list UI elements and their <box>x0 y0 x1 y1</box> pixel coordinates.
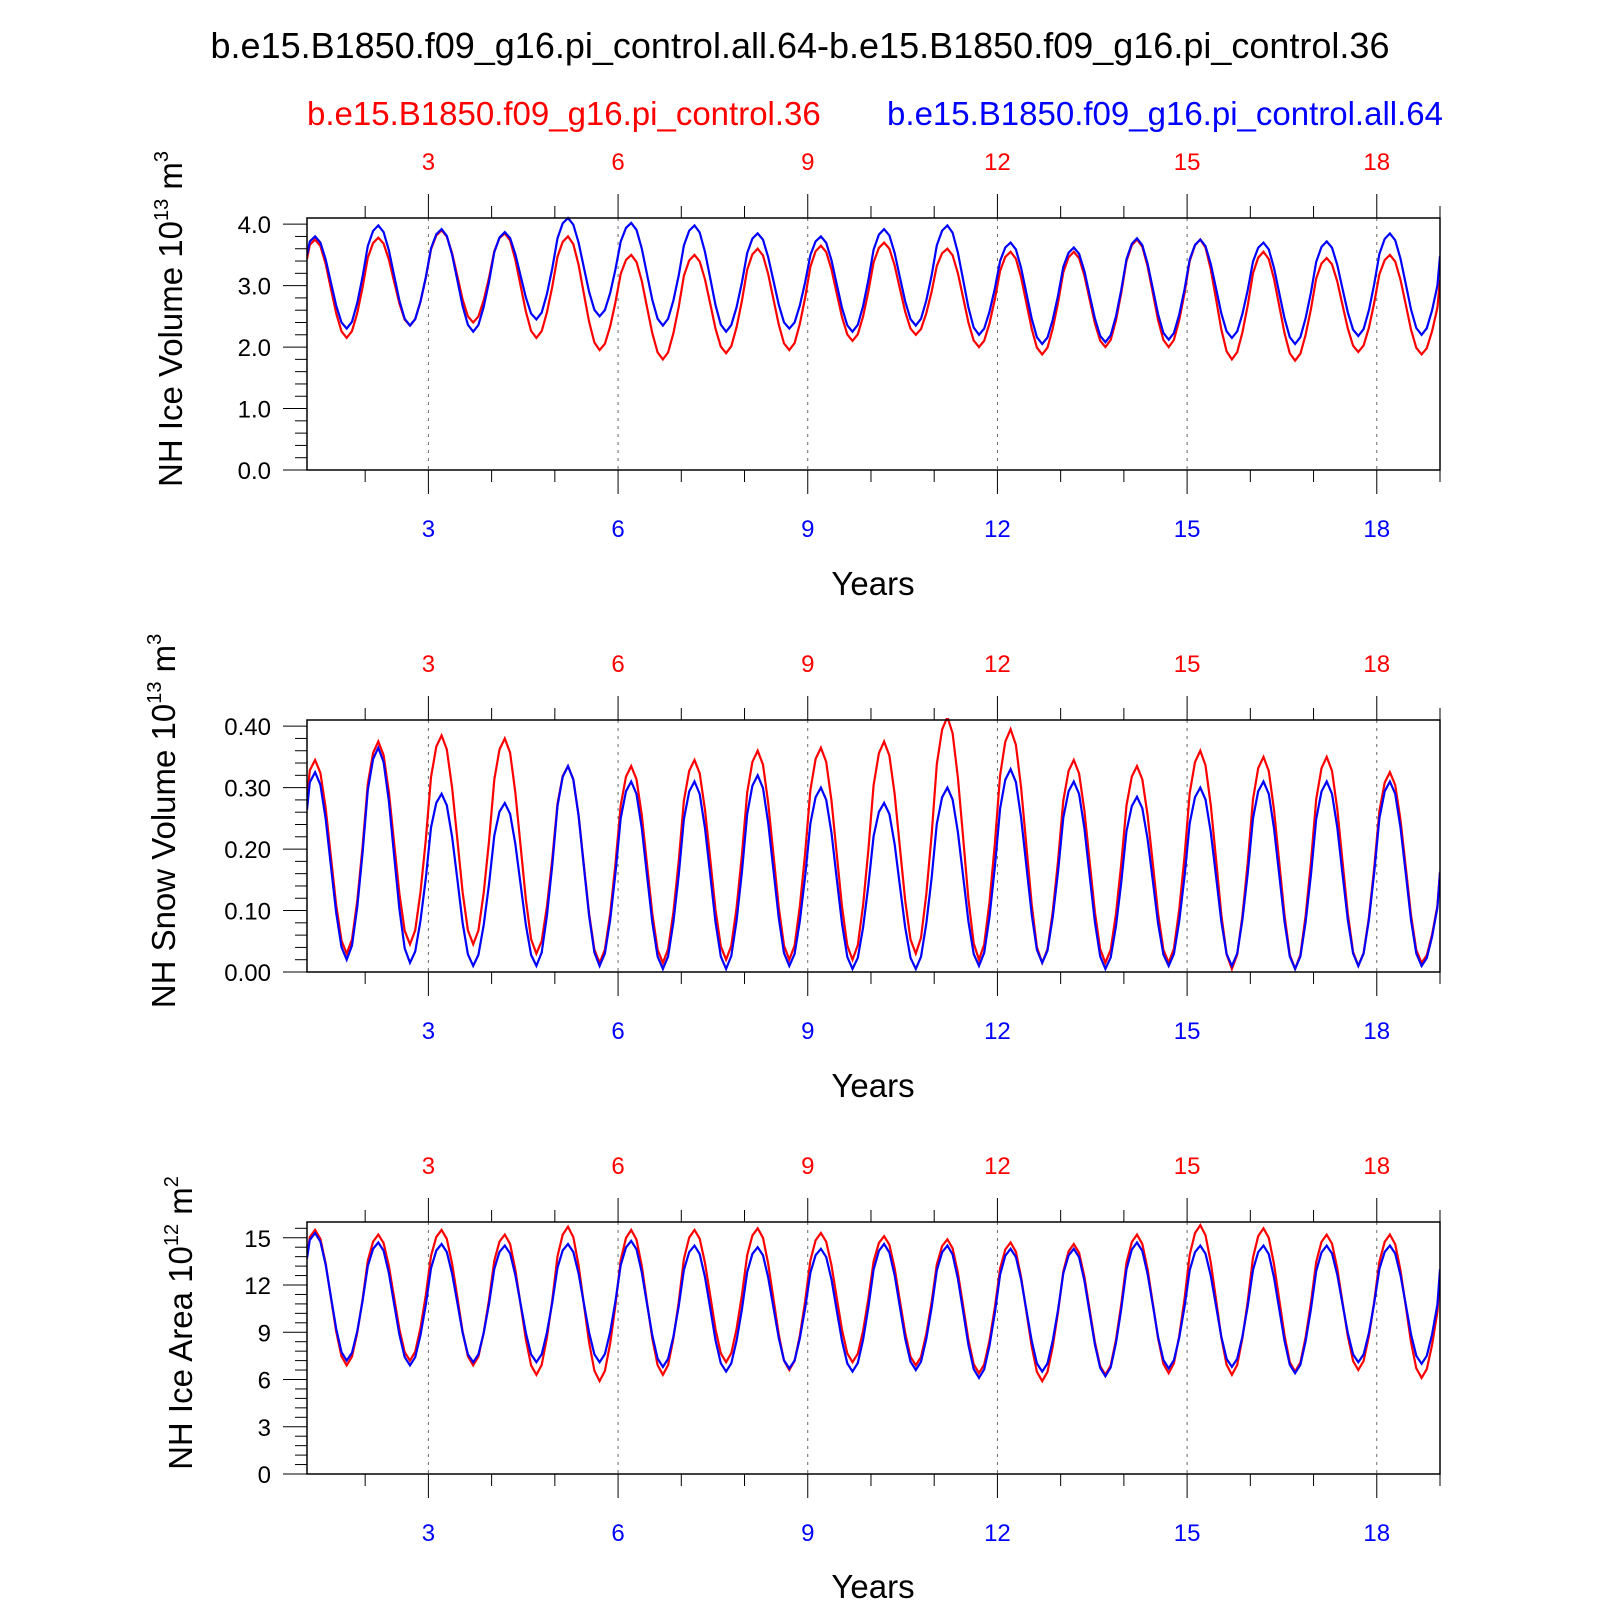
x-top-tick-label: 15 <box>1174 149 1201 176</box>
panel-ice-volume: 0.0 1.0 2.0 3.0 4.0 3 3 6 6 9 9 12 12 15 15 18 18 Years NH… <box>151 149 1441 602</box>
y-axis-title-unit: m <box>145 645 182 682</box>
y-axis-title-main: NH Ice Area 10 <box>162 1246 199 1470</box>
x-bottom-tick-label: 3 <box>422 1018 435 1045</box>
x-bottom-tick-label: 18 <box>1363 516 1390 543</box>
y-tick-label: 3.0 <box>238 274 271 301</box>
x-bottom-tick-label: 12 <box>984 1018 1011 1045</box>
x-top-tick-label: 6 <box>611 651 624 678</box>
y-axis-title: NH Ice Area 1012 m2 <box>161 1176 199 1470</box>
y-axis-title-unit-exponent: 3 <box>144 634 166 645</box>
x-top-tick-label: 18 <box>1363 149 1390 176</box>
x-axis-title: Years <box>831 1568 914 1600</box>
plot-frame <box>306 1221 1441 1475</box>
x-top-tick-label: 18 <box>1363 651 1390 678</box>
y-tick-label: 0.00 <box>224 960 271 987</box>
legend-label-red: b.e15.B1850.f09_g16.pi_control.36 <box>307 95 821 132</box>
series-line-red <box>307 1223 1440 1384</box>
y-axis-title-unit-exponent: 3 <box>151 151 173 162</box>
x-top-tick-label: 9 <box>801 1153 814 1180</box>
x-top-tick-label: 12 <box>984 651 1011 678</box>
y-axis-title-main: NH Ice Volume 10 <box>152 221 189 487</box>
plot-frame <box>306 719 1441 973</box>
x-bottom-tick-label: 15 <box>1174 516 1201 543</box>
x-bottom-tick-label: 15 <box>1174 1520 1201 1547</box>
y-tick-label: 3 <box>258 1415 271 1442</box>
x-bottom-tick-label: 12 <box>984 516 1011 543</box>
y-tick-label: 0.30 <box>224 776 271 803</box>
y-tick-label: 1.0 <box>238 397 271 424</box>
y-axis-title-unit: m <box>162 1187 199 1224</box>
y-tick-label: 0.20 <box>224 837 271 864</box>
plot-frame <box>306 217 1441 471</box>
x-bottom-tick-label: 9 <box>801 1018 814 1045</box>
y-axis-title-unit-exponent: 2 <box>161 1176 183 1187</box>
y-axis-title: NH Ice Volume 1013 m3 <box>151 151 189 487</box>
series-line-blue <box>307 1231 1440 1381</box>
x-top-tick-label: 15 <box>1174 651 1201 678</box>
x-bottom-tick-label: 12 <box>984 1520 1011 1547</box>
y-axis-title-unit: m <box>152 162 189 199</box>
x-bottom-tick-label: 15 <box>1174 1018 1201 1045</box>
x-bottom-tick-label: 6 <box>611 1520 624 1547</box>
x-bottom-tick-label: 9 <box>801 516 814 543</box>
x-top-tick-label: 12 <box>984 1153 1011 1180</box>
x-axis-title: Years <box>831 565 914 602</box>
legend-label-blue: b.e15.B1850.f09_g16.pi_control.all.64 <box>887 95 1443 132</box>
panel-snow-volume: 0.00 0.10 0.20 0.30 0.40 3 3 6 6 9 9 12 12 15 15 18 18 Ye… <box>144 634 1441 1104</box>
x-top-tick-label: 9 <box>801 149 814 176</box>
x-top-tick-label: 15 <box>1174 1153 1201 1180</box>
y-tick-label: 4.0 <box>238 212 271 239</box>
y-tick-label: 0.10 <box>224 899 271 926</box>
x-bottom-tick-label: 3 <box>422 516 435 543</box>
y-tick-label: 2.0 <box>238 335 271 362</box>
x-bottom-tick-label: 6 <box>611 1018 624 1045</box>
series-line-blue <box>307 744 1440 972</box>
y-axis-title: NH Snow Volume 1013 m3 <box>144 634 182 1009</box>
x-bottom-tick-label: 18 <box>1363 1018 1390 1045</box>
x-top-tick-label: 3 <box>422 149 435 176</box>
x-bottom-tick-label: 9 <box>801 1520 814 1547</box>
x-top-tick-label: 3 <box>422 651 435 678</box>
x-top-tick-label: 6 <box>611 1153 624 1180</box>
y-axis-title-main: NH Snow Volume 10 <box>145 704 182 1009</box>
x-top-tick-label: 9 <box>801 651 814 678</box>
y-tick-label: 0 <box>258 1462 271 1489</box>
x-top-tick-label: 3 <box>422 1153 435 1180</box>
x-bottom-tick-label: 18 <box>1363 1520 1390 1547</box>
x-top-tick-label: 12 <box>984 149 1011 176</box>
y-tick-label: 0.40 <box>224 714 271 741</box>
series-line-red <box>307 718 1440 972</box>
x-top-tick-label: 6 <box>611 149 624 176</box>
y-axis-title-exponent: 13 <box>144 682 166 704</box>
panel-ice-area: 0 3 6 9 12 15 3 3 6 6 9 9 12 12 15 15 18 18 Years NH Ice Ar… <box>161 1153 1441 1600</box>
figure-title: b.e15.B1850.f09_g16.pi_control.all.64-b.… <box>211 25 1390 66</box>
y-tick-label: 0.0 <box>238 458 271 485</box>
y-tick-label: 9 <box>258 1320 271 1347</box>
x-bottom-tick-label: 6 <box>611 516 624 543</box>
y-tick-label: 6 <box>258 1368 271 1395</box>
x-bottom-tick-label: 3 <box>422 1520 435 1547</box>
y-axis-title-exponent: 12 <box>161 1224 183 1246</box>
x-top-tick-label: 18 <box>1363 1153 1390 1180</box>
y-axis-title-exponent: 13 <box>151 199 173 221</box>
x-axis-title: Years <box>831 1067 914 1104</box>
series-line-blue <box>307 216 1440 346</box>
y-tick-label: 15 <box>244 1226 271 1253</box>
y-tick-label: 12 <box>244 1273 271 1300</box>
